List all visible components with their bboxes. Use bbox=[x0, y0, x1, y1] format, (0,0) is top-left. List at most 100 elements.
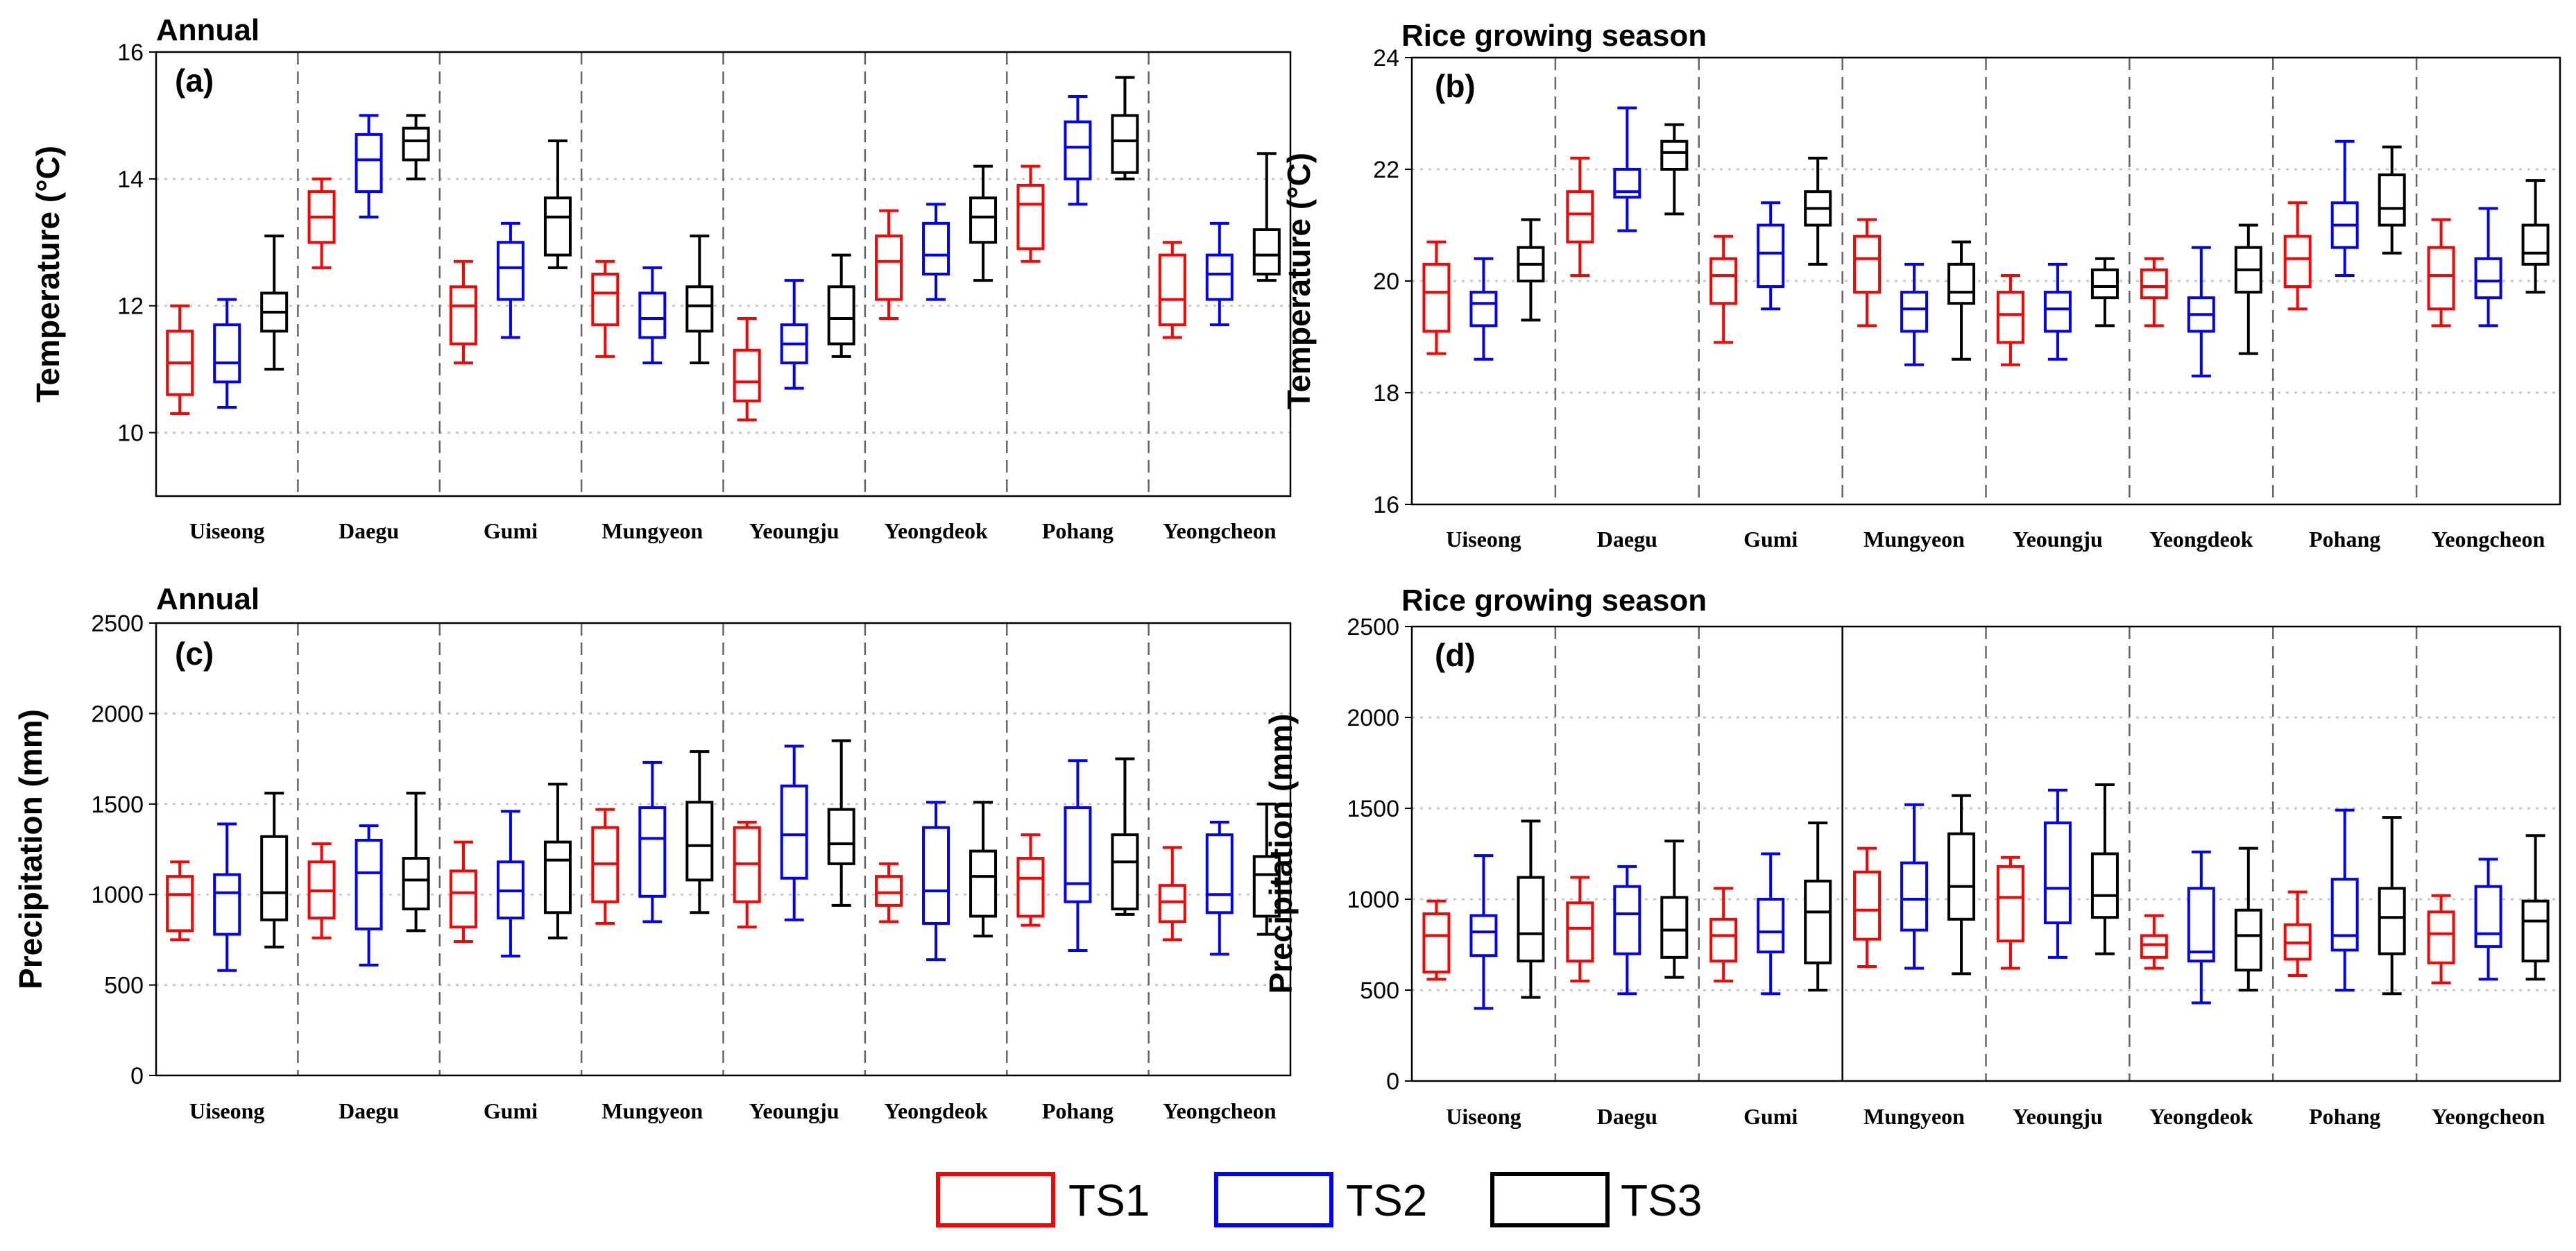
box-ts2-mungyeon bbox=[1900, 803, 1929, 970]
y-tick-label: 2500 bbox=[1347, 614, 1399, 640]
box-ts1-pohang bbox=[2283, 201, 2312, 311]
box-ts2-uiseong bbox=[1469, 854, 1498, 1010]
box-ts2-yeongcheon bbox=[1205, 221, 1234, 327]
box-iqr bbox=[1660, 896, 1689, 959]
x-category-label: Yeongdeok bbox=[2149, 527, 2253, 552]
plot-area bbox=[155, 622, 1292, 1077]
x-category-label: Pohang bbox=[1042, 1098, 1114, 1123]
box-iqr bbox=[260, 835, 289, 921]
x-category-label: Uiseong bbox=[1446, 1104, 1521, 1129]
box-ts2-uiseong bbox=[1469, 257, 1498, 361]
box-ts2-daegu bbox=[1613, 106, 1641, 232]
box-iqr bbox=[875, 875, 903, 907]
box-ts1-gumi bbox=[449, 840, 477, 944]
box-ts1-uiseong bbox=[1422, 240, 1451, 355]
x-category-label: Pohang bbox=[2309, 527, 2380, 552]
box-ts1-yeoungju bbox=[1996, 856, 2024, 970]
box-ts3-daegu bbox=[402, 114, 430, 180]
box-ts2-yeoungju bbox=[2043, 788, 2072, 959]
box-iqr bbox=[543, 840, 572, 914]
box-ts3-daegu bbox=[1660, 123, 1689, 216]
y-tick-label: 1500 bbox=[91, 792, 144, 818]
box-ts1-mungyeon bbox=[591, 259, 620, 358]
box-ts1-yeongcheon bbox=[2427, 894, 2455, 985]
box-iqr bbox=[1111, 833, 1139, 911]
x-category-label: Yeongcheon bbox=[2432, 527, 2545, 552]
plot-area bbox=[1410, 625, 2561, 1082]
box-iqr bbox=[355, 133, 383, 194]
box-ts3-yeongdeok bbox=[969, 164, 998, 282]
box-ts3-daegu bbox=[402, 792, 430, 933]
box-iqr bbox=[1566, 190, 1594, 244]
box-iqr bbox=[1947, 832, 1976, 921]
x-category-label: Yeoungju bbox=[2013, 527, 2103, 552]
box-ts2-pohang bbox=[2330, 139, 2359, 277]
legend-swatch-ts3 bbox=[1490, 1172, 1610, 1227]
box-ts2-gumi bbox=[496, 810, 524, 958]
legend-swatch-ts2 bbox=[1214, 1172, 1333, 1227]
box-iqr bbox=[449, 285, 477, 346]
box-iqr bbox=[1709, 917, 1738, 963]
box-iqr bbox=[1469, 914, 1498, 958]
box-ts2-mungyeon bbox=[638, 266, 667, 364]
box-ts1-pohang bbox=[1016, 833, 1045, 927]
box-iqr bbox=[1016, 857, 1045, 918]
box-ts1-uiseong bbox=[166, 304, 194, 416]
x-category-label: Mungyeon bbox=[602, 1098, 703, 1123]
panel-label: (b) bbox=[1435, 68, 1476, 104]
box-iqr bbox=[2140, 268, 2168, 300]
box-ts3-yeongcheon bbox=[2521, 834, 2550, 981]
legend-label-ts2: TS2 bbox=[1346, 1175, 1427, 1225]
legend-label-ts3: TS3 bbox=[1621, 1175, 1702, 1225]
x-category-label: Yeoungju bbox=[749, 518, 839, 543]
box-ts1-yeongdeok bbox=[875, 209, 903, 320]
y-tick-label: 12 bbox=[117, 293, 144, 320]
box-ts1-gumi bbox=[1709, 887, 1738, 982]
box-ts1-gumi bbox=[1709, 235, 1738, 344]
box-ts3-mungyeon bbox=[685, 750, 714, 914]
x-category-label: Gumi bbox=[1743, 1104, 1798, 1129]
box-iqr bbox=[2187, 887, 2215, 963]
x-category-label: Uiseong bbox=[189, 1098, 264, 1123]
y-tick-label: 10 bbox=[117, 420, 144, 447]
box-iqr bbox=[1757, 223, 1785, 289]
y-tick-label: 2000 bbox=[91, 701, 144, 727]
box-ts3-uiseong bbox=[260, 235, 289, 371]
y-tick-label: 16 bbox=[117, 40, 144, 66]
box-iqr bbox=[638, 291, 667, 339]
box-ts2-yeoungju bbox=[780, 744, 808, 921]
box-iqr bbox=[402, 126, 430, 162]
box-ts3-yeoungju bbox=[827, 253, 855, 358]
x-category-label: Daegu bbox=[339, 518, 399, 543]
box-ts1-yeongdeok bbox=[875, 862, 903, 924]
box-iqr bbox=[1252, 228, 1281, 275]
box-iqr bbox=[969, 196, 998, 244]
box-iqr bbox=[1158, 884, 1186, 924]
box-ts3-pohang bbox=[2378, 816, 2406, 996]
legend-swatch-ts1 bbox=[936, 1172, 1055, 1227]
box-ts3-gumi bbox=[1804, 821, 1832, 992]
x-category-label: Gumi bbox=[484, 518, 538, 543]
box-iqr bbox=[922, 221, 950, 276]
box-iqr bbox=[2043, 291, 2072, 333]
box-ts3-pohang bbox=[2378, 145, 2406, 255]
box-iqr bbox=[733, 348, 761, 402]
box-iqr bbox=[449, 869, 477, 929]
panel-title: Rice growing season bbox=[1401, 19, 1707, 53]
box-iqr bbox=[1709, 257, 1738, 305]
legend-item-ts2: TS2 bbox=[1214, 1172, 1427, 1227]
x-category-label: Gumi bbox=[1743, 527, 1798, 552]
box-ts2-yeongcheon bbox=[2474, 207, 2502, 327]
box-ts2-mungyeon bbox=[638, 760, 667, 924]
box-iqr bbox=[969, 849, 998, 918]
box-iqr bbox=[1469, 291, 1498, 327]
y-tick-label: 1000 bbox=[1347, 887, 1399, 913]
y-tick-label: 0 bbox=[130, 1063, 144, 1089]
box-iqr bbox=[2427, 246, 2455, 311]
box-iqr bbox=[638, 806, 667, 898]
box-iqr bbox=[2378, 173, 2406, 227]
box-iqr bbox=[1947, 262, 1976, 305]
box-iqr bbox=[1064, 806, 1092, 903]
box-ts2-pohang bbox=[2330, 808, 2359, 992]
x-category-label: Gumi bbox=[484, 1098, 538, 1123]
